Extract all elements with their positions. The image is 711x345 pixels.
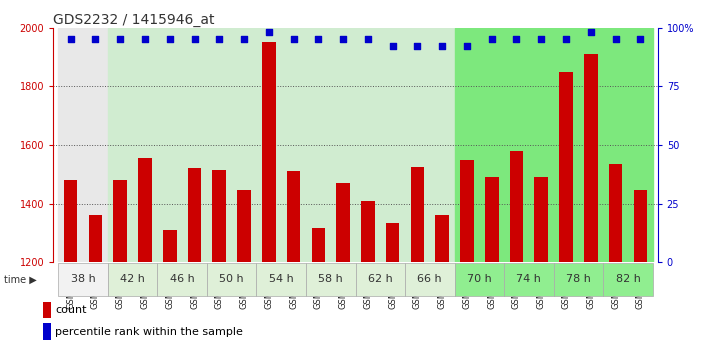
Bar xyxy=(405,263,454,296)
Text: 46 h: 46 h xyxy=(170,275,195,284)
Bar xyxy=(207,28,257,262)
Point xyxy=(461,43,473,49)
Bar xyxy=(207,263,257,296)
Bar xyxy=(603,28,653,262)
Bar xyxy=(157,263,207,296)
Bar xyxy=(262,42,276,262)
Bar xyxy=(560,71,573,262)
Bar xyxy=(584,54,598,262)
Text: 38 h: 38 h xyxy=(70,275,95,284)
Text: 70 h: 70 h xyxy=(467,275,492,284)
Bar xyxy=(386,223,400,262)
Bar xyxy=(213,170,226,262)
Text: 54 h: 54 h xyxy=(269,275,294,284)
Text: 74 h: 74 h xyxy=(516,275,541,284)
Bar xyxy=(454,263,504,296)
Text: 82 h: 82 h xyxy=(616,275,641,284)
Point xyxy=(213,37,225,42)
Bar xyxy=(609,164,622,262)
Point xyxy=(189,37,201,42)
Bar xyxy=(311,228,325,262)
Bar xyxy=(58,28,108,262)
Text: GDS2232 / 1415946_at: GDS2232 / 1415946_at xyxy=(53,12,215,27)
Text: 62 h: 62 h xyxy=(368,275,392,284)
Bar xyxy=(361,200,375,262)
Point xyxy=(610,37,621,42)
Bar xyxy=(157,28,207,262)
Point xyxy=(65,37,76,42)
Bar xyxy=(108,263,157,296)
Point xyxy=(486,37,498,42)
Bar xyxy=(356,263,405,296)
Bar xyxy=(306,263,356,296)
Text: 66 h: 66 h xyxy=(417,275,442,284)
Bar xyxy=(535,177,548,262)
Point xyxy=(560,37,572,42)
Bar xyxy=(58,263,108,296)
Bar xyxy=(138,158,151,262)
Text: count: count xyxy=(55,305,87,315)
Point xyxy=(510,37,522,42)
Bar xyxy=(306,28,356,262)
Point xyxy=(412,43,423,49)
Bar xyxy=(435,215,449,262)
Point xyxy=(535,37,547,42)
Point xyxy=(164,37,176,42)
Text: percentile rank within the sample: percentile rank within the sample xyxy=(55,327,243,337)
Point xyxy=(238,37,250,42)
Bar xyxy=(405,28,454,262)
Bar xyxy=(336,183,350,262)
Bar xyxy=(554,28,603,262)
Bar xyxy=(603,263,653,296)
Bar xyxy=(43,302,51,318)
Bar xyxy=(43,323,51,340)
Text: time ▶: time ▶ xyxy=(4,275,36,284)
Point xyxy=(139,37,151,42)
Text: 50 h: 50 h xyxy=(220,275,244,284)
Bar xyxy=(411,167,424,262)
Point xyxy=(585,30,597,35)
Bar xyxy=(188,168,201,262)
Bar xyxy=(113,180,127,262)
Bar xyxy=(485,177,498,262)
Point xyxy=(635,37,646,42)
Bar xyxy=(64,180,77,262)
Point xyxy=(387,43,398,49)
Bar xyxy=(634,190,647,262)
Point xyxy=(313,37,324,42)
Point xyxy=(362,37,373,42)
Text: 58 h: 58 h xyxy=(319,275,343,284)
Bar xyxy=(257,28,306,262)
Point xyxy=(263,30,274,35)
Bar xyxy=(460,159,474,262)
Point xyxy=(90,37,101,42)
Bar xyxy=(287,171,300,262)
Bar xyxy=(510,151,523,262)
Bar xyxy=(257,263,306,296)
Point xyxy=(288,37,299,42)
Bar xyxy=(504,28,554,262)
Bar xyxy=(163,230,176,262)
Bar xyxy=(356,28,405,262)
Bar xyxy=(504,263,554,296)
Text: 42 h: 42 h xyxy=(120,275,145,284)
Point xyxy=(114,37,126,42)
Bar xyxy=(554,263,603,296)
Bar xyxy=(237,190,251,262)
Bar xyxy=(454,28,504,262)
Bar xyxy=(89,215,102,262)
Point xyxy=(437,43,448,49)
Point xyxy=(338,37,349,42)
Text: 78 h: 78 h xyxy=(566,275,591,284)
Bar xyxy=(108,28,157,262)
